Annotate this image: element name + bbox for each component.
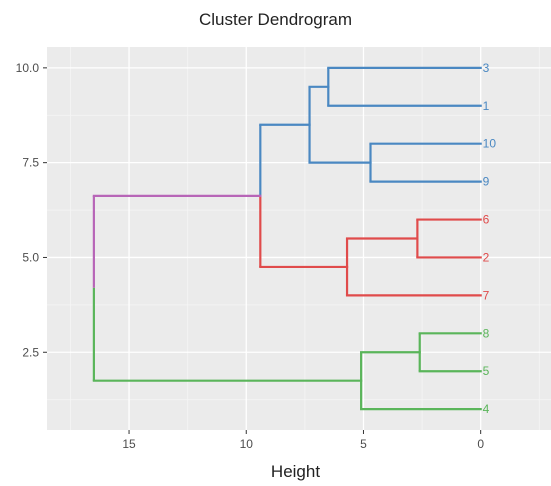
y-tick-label: 7.5 <box>22 156 39 170</box>
leaf-label: 10 <box>483 137 497 151</box>
leaf-label: 4 <box>483 402 490 416</box>
y-tick-label: 10.0 <box>16 61 40 75</box>
leaf-label: 7 <box>483 288 490 302</box>
x-tick-label: 10 <box>240 437 254 451</box>
dendrogram-links <box>92 66 482 411</box>
y-tick-label: 2.5 <box>22 345 39 359</box>
chart-title: Cluster Dendrogram <box>198 10 353 29</box>
x-axis-ticks: 15 10 5 0 <box>122 430 484 451</box>
leaf-label: 1 <box>483 99 490 113</box>
leaf-label: 2 <box>483 250 490 264</box>
y-tick-label: 5.0 <box>22 250 39 264</box>
leaf-label: 3 <box>483 61 490 75</box>
x-tick-label: 15 <box>122 437 136 451</box>
x-tick-label: 5 <box>360 437 367 451</box>
leaf-labels: 3 1 10 9 6 2 7 8 5 4 <box>483 61 497 416</box>
x-tick-label: 0 <box>477 437 484 451</box>
leaf-label: 6 <box>483 213 490 227</box>
leaf-label: 9 <box>483 175 490 189</box>
leaf-label: 8 <box>483 326 490 340</box>
leaf-label: 5 <box>483 364 490 378</box>
y-axis-ticks: 2.5 5.0 7.5 10.0 <box>16 61 47 359</box>
x-axis-title: Height <box>270 462 321 481</box>
plot-panel <box>47 47 551 430</box>
